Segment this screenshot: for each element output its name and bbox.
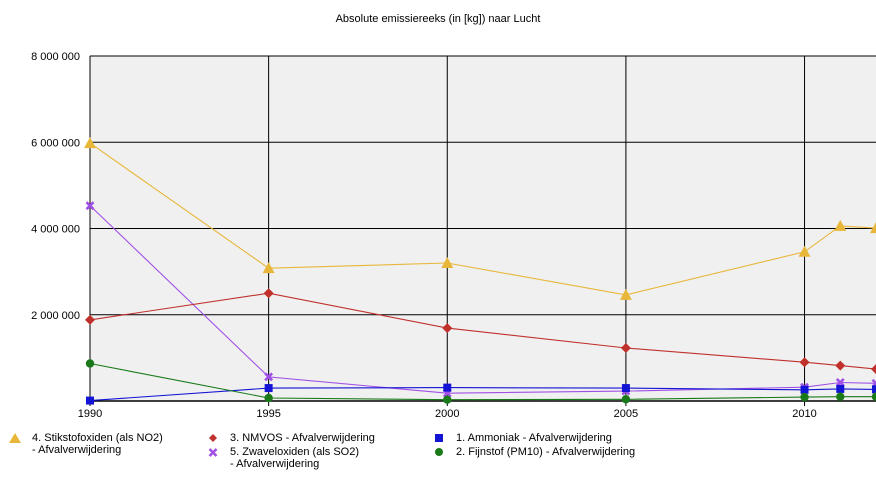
data-point-diamond: [442, 323, 453, 334]
x-tick-label: 1990: [78, 408, 102, 420]
data-point-diamond: [620, 342, 631, 353]
data-point-diamond: [799, 357, 810, 368]
legend-item[interactable]: 2. Fijnstof (PM10) - Afvalverwijdering: [432, 446, 635, 458]
series-layer: [84, 137, 876, 405]
data-point-triangle: [441, 257, 454, 268]
data-point-square: [836, 384, 845, 393]
chart-title: Absolute emissiereeks (in [kg]) naar Luc…: [335, 13, 541, 25]
data-point-diamond: [263, 288, 274, 299]
legend-marker-square-icon: [435, 434, 443, 442]
data-point-square: [86, 396, 94, 405]
data-point-square: [621, 384, 630, 393]
legend-label: 1. Ammoniak - Afvalverwijdering: [456, 432, 612, 444]
legend-item[interactable]: 5. Zwaveloxiden (als SO2) - Afvalverwijd…: [206, 446, 359, 470]
data-point-triangle: [619, 288, 632, 300]
data-point-diamond: [871, 364, 876, 375]
legend: 4. Stikstofoxiden (als NO2) - Afvalverwi…: [0, 430, 876, 502]
tick-labels: 2 000 000 4 000 000 6 000 000 8 000 000 1990…: [31, 51, 817, 420]
data-point-square: [443, 383, 452, 392]
data-point-circle: [621, 395, 631, 404]
data-point-triangle: [834, 219, 847, 231]
data-point-triangle: [798, 245, 811, 257]
legend-label: 5. Zwaveloxiden (als SO2) - Afvalverwijd…: [230, 446, 359, 470]
data-point-circle: [800, 392, 809, 402]
legend-marker-diamond-icon: [209, 434, 217, 442]
data-point-circle: [443, 395, 452, 404]
data-point-diamond: [835, 360, 846, 371]
x-tick-label: 2000: [435, 408, 459, 420]
data-point-triangle: [262, 262, 275, 274]
x-tick-label: 2005: [614, 408, 638, 420]
legend-marker-triangle-icon: [9, 433, 21, 443]
data-point-triangle: [870, 222, 876, 234]
legend-marker-x-icon: [208, 448, 218, 457]
data-point-circle: [871, 392, 876, 401]
legend-label: 4. Stikstofoxiden (als NO2) - Afvalverwi…: [32, 432, 163, 456]
y-tick-label: 8 000 000: [31, 51, 80, 63]
legend-item[interactable]: 4. Stikstofoxiden (als NO2) - Afvalverwi…: [8, 432, 163, 456]
data-point-square: [264, 384, 273, 393]
data-point-x: [85, 201, 95, 211]
data-point-circle: [264, 393, 273, 403]
data-point-circle: [836, 392, 845, 401]
data-point-circle: [85, 359, 95, 368]
data-point-triangle: [84, 137, 96, 149]
x-tick-label: 2010: [792, 408, 816, 420]
y-tick-label: 2 000 000: [31, 310, 80, 322]
line-chart: 2 000 000 4 000 000 6 000 000 8 000 000 1990…: [31, 51, 876, 420]
y-tick-label: 4 000 000: [31, 224, 80, 236]
y-tick-label: 6 000 000: [31, 137, 80, 149]
data-point-diamond: [85, 314, 95, 325]
data-point-square: [800, 385, 809, 394]
data-point-square: [872, 385, 876, 394]
legend-marker-circle-icon: [435, 448, 443, 456]
legend-item[interactable]: 1. Ammoniak - Afvalverwijdering: [432, 432, 612, 444]
x-tick-label: 1995: [256, 408, 280, 420]
legend-label: 2. Fijnstof (PM10) - Afvalverwijdering: [456, 446, 636, 458]
legend-item[interactable]: 3. NMVOS - Afvalverwijdering: [206, 432, 375, 444]
data-point-x: [264, 372, 274, 382]
legend-label: 3. NMVOS - Afvalverwijdering: [230, 432, 375, 444]
data-point-x: [835, 378, 845, 387]
